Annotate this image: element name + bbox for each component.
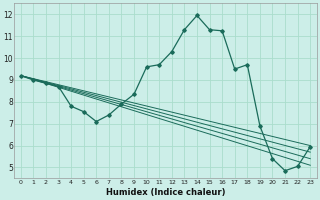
X-axis label: Humidex (Indice chaleur): Humidex (Indice chaleur)	[106, 188, 225, 197]
